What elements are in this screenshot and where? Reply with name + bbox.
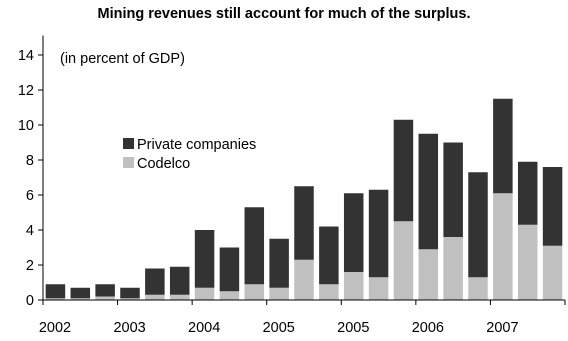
bar-private-2002Q3 <box>95 284 115 297</box>
x-tick-label-2: 2004 <box>188 320 220 336</box>
bar-private-2004Q1 <box>244 207 265 285</box>
bar-private-2006Q1 <box>393 119 414 222</box>
bar-private-2005Q1 <box>343 193 364 272</box>
axes-group: 0 2 4 6 8 10 12 14 2002 2003 2004 2005 2005 2006 2007 <box>18 35 566 336</box>
bar-private-2007Q2 <box>517 161 538 225</box>
bar-codelco-2004Q4 <box>319 284 339 300</box>
legend: Private companies Codelco <box>123 137 256 172</box>
legend-swatch-private <box>123 138 134 149</box>
bar-codelco-2003Q2 <box>169 294 190 300</box>
bars-group <box>45 98 563 300</box>
bar-private-2002Q4 <box>120 287 140 299</box>
bar-codelco-2006Q2 <box>418 249 439 300</box>
x-tick-label-1: 2003 <box>113 320 145 336</box>
y-tick-label-6: 6 <box>26 188 34 204</box>
bar-codelco-2004Q2 <box>269 287 289 300</box>
x-tick-label-5: 2006 <box>412 320 444 336</box>
bar-private-2003Q4 <box>219 247 240 292</box>
bar-private-2006Q3 <box>443 142 463 237</box>
bar-codelco-2003Q1 <box>145 294 165 300</box>
y-tick-label-14: 14 <box>18 48 34 64</box>
bar-codelco-2006Q1 <box>393 221 414 300</box>
y-tick-label-0: 0 <box>26 293 34 309</box>
y-tick-label-10: 10 <box>18 118 34 134</box>
bar-codelco-2007Q3 <box>542 245 563 300</box>
annotation-units: (in percent of GDP) <box>60 51 185 67</box>
y-tick-label-8: 8 <box>26 153 34 169</box>
y-tick-label-4: 4 <box>26 223 34 239</box>
bar-codelco-2007Q1 <box>493 193 513 300</box>
bar-private-2004Q4 <box>319 226 339 285</box>
legend-label-codelco: Codelco <box>137 156 190 172</box>
bar-codelco-2002Q1 <box>45 298 66 300</box>
bar-codelco-2004Q1 <box>244 284 265 300</box>
x-tick-label-3: 2005 <box>263 320 295 336</box>
bar-codelco-2005Q1 <box>343 272 364 300</box>
bar-codelco-2002Q4 <box>120 298 140 300</box>
chart-title: Mining revenues still account for much o… <box>97 6 471 22</box>
bar-codelco-2006Q4 <box>468 277 488 300</box>
bar-codelco-2006Q3 <box>443 237 463 300</box>
bar-private-2006Q2 <box>418 133 439 250</box>
bar-codelco-2005Q2 <box>368 277 389 300</box>
bar-codelco-2007Q2 <box>517 224 538 300</box>
bar-private-2006Q4 <box>468 172 488 278</box>
legend-label-private: Private companies <box>137 137 256 153</box>
bar-codelco-2002Q3 <box>95 296 115 300</box>
bar-codelco-2004Q3 <box>294 259 314 300</box>
bar-private-2002Q2 <box>70 287 91 299</box>
bar-private-2003Q1 <box>145 268 165 295</box>
bar-private-2004Q3 <box>294 186 314 260</box>
legend-swatch-codelco <box>123 157 134 168</box>
bar-private-2007Q3 <box>542 167 563 246</box>
x-tick-label-0: 2002 <box>39 320 71 336</box>
bar-private-2003Q3 <box>194 230 215 288</box>
bar-private-2007Q1 <box>493 98 513 194</box>
bar-private-2004Q2 <box>269 238 289 288</box>
bar-codelco-2003Q3 <box>194 287 215 300</box>
y-tick-label-12: 12 <box>18 83 34 99</box>
bar-private-2005Q2 <box>368 189 389 278</box>
x-tick-label-6: 2007 <box>486 320 518 336</box>
bar-codelco-2002Q2 <box>70 298 91 300</box>
y-tick-label-2: 2 <box>26 258 34 274</box>
x-tick-label-4: 2005 <box>337 320 369 336</box>
bar-codelco-2003Q4 <box>219 291 240 300</box>
bar-private-2003Q2 <box>169 266 190 295</box>
bar-private-2002Q1 <box>45 284 66 299</box>
